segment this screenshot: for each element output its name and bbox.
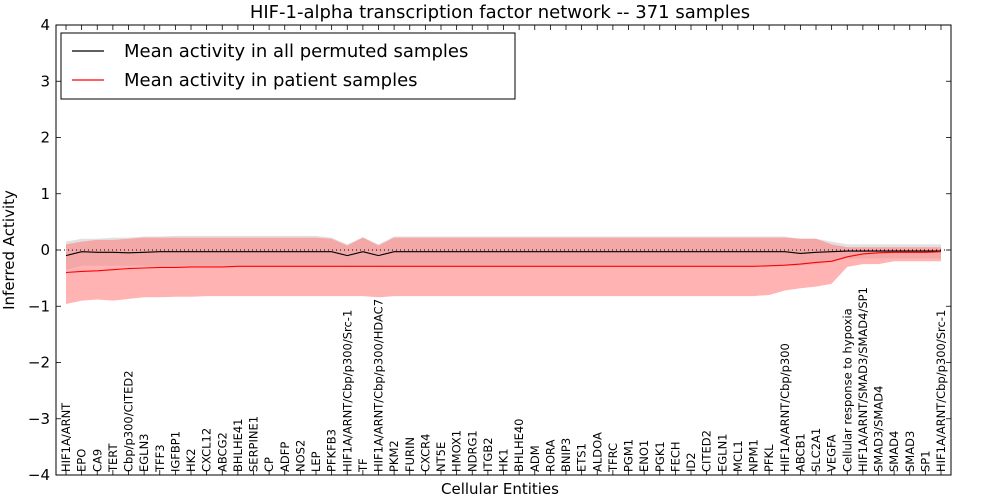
x-tick-label: EGLN1 (715, 433, 729, 472)
x-axis-label: Cellular Entities (441, 480, 559, 498)
legend-label-0: Mean activity in all permuted samples (124, 41, 468, 62)
x-tick-label: ENO1 (637, 440, 651, 472)
x-tick-label: NPM1 (747, 439, 761, 472)
x-tick-label: CXCR4 (418, 434, 432, 472)
x-tick-label: MCL1 (731, 440, 745, 472)
x-tick-label: VEGFA (825, 434, 839, 472)
x-tick-label: HIF1A/ARNT/Cbp/p300/Src-1 (340, 310, 354, 472)
plot-frame (55, 24, 952, 476)
y-tick-label: 4 (40, 16, 50, 34)
x-tick-label: PKM2 (387, 440, 401, 472)
x-tick-label: SMAD3/SMAD4 (872, 386, 886, 472)
series-0-line (65, 250, 941, 257)
series-1-line (65, 251, 942, 274)
x-tick-label: BNIP3 (559, 438, 573, 472)
x-tick-label: LEP (309, 451, 323, 472)
x-tick-label: ITGB2 (481, 437, 495, 472)
x-tick-label: PGK1 (653, 441, 667, 472)
x-tick-label: SLC2A1 (809, 428, 823, 472)
x-tick-label: Cellular response to hypoxia (840, 308, 854, 472)
legend: Mean activity in all permuted samples Mea… (60, 32, 516, 100)
x-tick-label: CP (262, 457, 276, 472)
legend-label-1: Mean activity in patient samples (124, 70, 418, 91)
x-tick-label: HK2 (184, 448, 198, 472)
x-tick-label: EPO (75, 449, 89, 472)
x-tick-label: TF (356, 458, 370, 473)
x-tick-label: CA9 (90, 449, 104, 472)
y-tick-label: 3 (40, 72, 50, 90)
x-tick-label: HMOX1 (450, 430, 464, 472)
x-tick-label: ID2 (684, 452, 698, 472)
legend-box (60, 32, 516, 100)
x-tick-label: TFRC (606, 443, 620, 473)
x-tick-label: HIF1A/ARNT/Cbp/p300 (778, 343, 792, 472)
chart-title: HIF-1-alpha transcription factor network… (250, 2, 750, 23)
x-tick-label: ADM (528, 445, 542, 472)
x-tick-label: PFKFB3 (325, 429, 339, 472)
x-tick-label: FECH (668, 441, 682, 472)
x-tick-label: HIF1A/ARNT (59, 402, 73, 472)
x-tick-label: ETS1 (575, 443, 589, 472)
y-tick-label: −2 (28, 354, 50, 372)
y-tick-label: −3 (28, 410, 50, 428)
x-tick-label: SMAD3 (903, 431, 917, 472)
x-tick-label: CXCL12 (200, 428, 214, 472)
x-tick-label: RORA (543, 439, 557, 472)
series-1-band (66, 237, 941, 304)
x-tick-label: IGFBP1 (168, 431, 182, 472)
y-tick-label: −4 (28, 466, 50, 484)
x-tick-label: HK1 (497, 448, 511, 472)
x-tick-label: NOS2 (293, 440, 307, 472)
x-tick-label: ADFP (278, 442, 292, 472)
x-tick-label: SMAD4 (887, 431, 901, 472)
x-tick-label: NT5E (434, 442, 448, 472)
x-tick-label: HIF1A/ARNT/SMAD3/SMAD4/SP1 (856, 287, 870, 472)
x-tick-label: HIF1A/ARNT/Cbp/p300/Src-1 (934, 310, 948, 472)
x-tick-label: TERT (106, 443, 120, 473)
y-tick-label: −1 (28, 297, 50, 315)
x-tick-label: PGM1 (622, 439, 636, 472)
x-tick-label: NDRG1 (465, 430, 479, 472)
y-tick-label: 2 (40, 129, 50, 147)
x-tick-label: SP1 (918, 450, 932, 472)
x-tick-label: PFKL (762, 444, 776, 472)
y-tick-label: 1 (40, 185, 50, 203)
x-tick-label: FURIN (403, 437, 417, 472)
x-tick-label: SERPINE1 (247, 416, 261, 472)
plot-area: HIF1A/ARNT EPO CA9 TERT Cbp/p300/CITED2 EGLN3… (28, 16, 952, 484)
x-tick-label: BHLHE41 (231, 419, 245, 473)
x-tick-label: TFF3 (153, 444, 167, 473)
x-tick-label: ALDOA (590, 432, 604, 472)
x-tick-label: HIF1A/ARNT/Cbp/p300/HDAC7 (372, 299, 386, 472)
x-tick-label: BHLHE40 (512, 419, 526, 473)
x-tick-label: ABCG2 (215, 432, 229, 472)
x-tick-label: Cbp/p300/CITED2 (122, 370, 136, 472)
y-axis-label: Inferred Activity (0, 190, 18, 310)
y-tick-label: 0 (40, 241, 50, 259)
x-tick-label: CITED2 (700, 430, 714, 472)
x-tick-label: EGLN3 (137, 433, 151, 472)
x-tick-label: ABCB1 (793, 433, 807, 472)
